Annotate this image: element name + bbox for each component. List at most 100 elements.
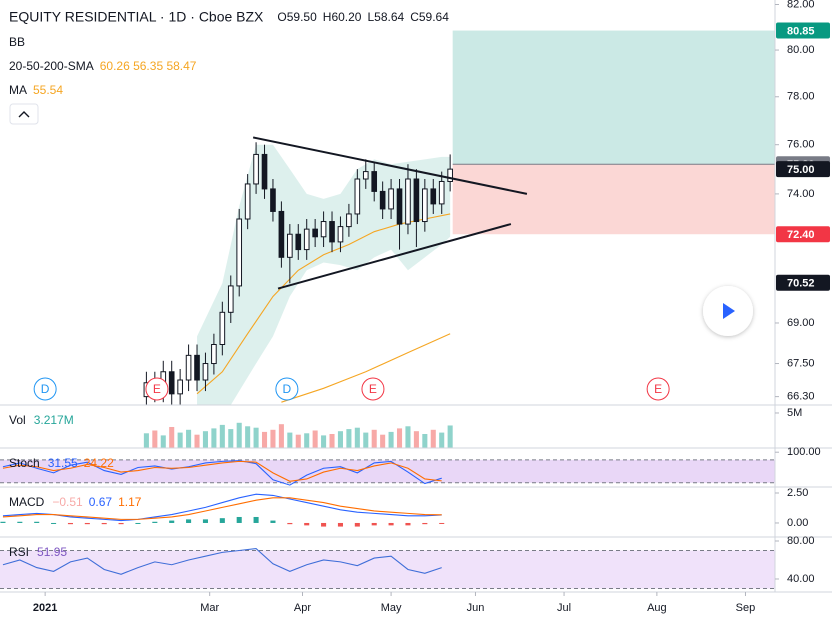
event-label: E bbox=[654, 382, 662, 396]
event-label: D bbox=[41, 382, 50, 396]
macd-histogram bbox=[0, 521, 6, 523]
pane-label: Vol bbox=[9, 413, 26, 427]
price-label: 70.52 bbox=[787, 278, 815, 290]
legend-text: BB bbox=[9, 35, 25, 49]
volume-bar bbox=[278, 424, 284, 448]
volume-bar bbox=[422, 433, 428, 448]
y-tick-label: 67.50 bbox=[787, 357, 815, 369]
pane-label: MACD bbox=[9, 495, 45, 509]
price-label-box bbox=[776, 161, 830, 178]
play-button[interactable] bbox=[703, 286, 753, 336]
candle-body bbox=[379, 190, 386, 210]
x-tick-label: Sep bbox=[736, 602, 756, 614]
legend-text: MA bbox=[9, 83, 27, 97]
y-tick-label: 76.00 bbox=[787, 139, 815, 151]
pane-legend-value: 24.22 bbox=[84, 456, 114, 470]
event-label: E bbox=[369, 382, 377, 396]
x-tick-label: Aug bbox=[647, 602, 667, 614]
macd-histogram bbox=[270, 520, 276, 523]
pane-legend-value: 1.17 bbox=[118, 495, 142, 509]
volume-bar bbox=[228, 429, 234, 448]
volume-bar bbox=[270, 429, 276, 448]
macd-histogram bbox=[219, 518, 225, 523]
volume-bar bbox=[236, 422, 242, 448]
volume-bar bbox=[152, 430, 158, 448]
y-tick-label: 40.00 bbox=[787, 573, 815, 585]
volume-bar bbox=[363, 432, 369, 448]
y-tick-label: 66.30 bbox=[787, 391, 815, 403]
volume-bar bbox=[143, 433, 149, 448]
candle-body bbox=[405, 178, 411, 225]
legend-text: 60.26 56.35 58.47 bbox=[100, 59, 197, 73]
volume-bar bbox=[413, 431, 419, 448]
event-marker bbox=[145, 377, 169, 401]
y-tick-label: 74.00 bbox=[787, 188, 815, 200]
pane-legend-value: −0.51 bbox=[52, 495, 83, 509]
candle-body bbox=[303, 228, 310, 251]
collapse-button[interactable] bbox=[9, 103, 39, 125]
macd-histogram bbox=[405, 522, 411, 526]
volume-bar bbox=[304, 433, 310, 448]
volume-bar bbox=[430, 429, 436, 448]
volume-bar bbox=[329, 433, 335, 448]
macd-histogram bbox=[371, 522, 377, 526]
candle-body bbox=[295, 233, 302, 251]
profit-zone bbox=[452, 30, 775, 165]
macd-histogram bbox=[118, 522, 124, 525]
candle-body bbox=[211, 343, 217, 365]
volume-bar bbox=[371, 429, 377, 448]
candle-body bbox=[354, 178, 361, 215]
event-marker bbox=[361, 377, 385, 401]
volume-bar bbox=[287, 432, 293, 448]
x-tick-label: Apr bbox=[294, 602, 311, 614]
macd-histogram bbox=[152, 521, 158, 523]
event-marker bbox=[33, 377, 57, 401]
candle-body bbox=[396, 188, 403, 225]
trendline bbox=[277, 223, 512, 290]
candle-body bbox=[413, 178, 420, 223]
macd-histogram bbox=[67, 522, 73, 525]
candle-body bbox=[278, 210, 285, 258]
candle-body bbox=[422, 188, 428, 223]
volume-bar bbox=[202, 431, 208, 448]
pane-label: RSI bbox=[9, 545, 29, 559]
candle-body bbox=[447, 168, 453, 182]
y-tick-label: 5M bbox=[787, 407, 802, 419]
volume-bar bbox=[380, 434, 386, 448]
price-label-box bbox=[776, 22, 830, 39]
candle-body bbox=[261, 153, 268, 190]
moving-average bbox=[281, 333, 451, 403]
volume-bar bbox=[388, 431, 394, 448]
legend-text: C59.64 bbox=[410, 10, 449, 24]
macd-histogram bbox=[17, 521, 23, 523]
candle-body bbox=[194, 354, 200, 381]
y-tick-label: 78.00 bbox=[787, 91, 815, 103]
x-tick-label: Jul bbox=[557, 602, 571, 614]
macd-histogram bbox=[337, 522, 343, 527]
macd-histogram bbox=[253, 516, 259, 523]
price-label-box bbox=[776, 226, 830, 243]
event-marker bbox=[646, 377, 670, 401]
pane-legend-value: 51.95 bbox=[37, 545, 67, 559]
candle-body bbox=[388, 188, 394, 210]
volume-bar bbox=[312, 430, 318, 448]
volume-bar bbox=[245, 426, 251, 448]
y-tick-label: 69.00 bbox=[787, 317, 815, 329]
volume-bar bbox=[211, 428, 217, 448]
candle-body bbox=[227, 285, 234, 313]
legend-text: EQUITY RESIDENTIAL · 1D · Cboe BZX bbox=[9, 9, 264, 25]
candle-body bbox=[244, 183, 251, 220]
macd-histogram bbox=[186, 519, 192, 523]
candle-body bbox=[202, 363, 209, 381]
volume-bar bbox=[194, 434, 200, 448]
macd-histogram bbox=[135, 522, 141, 524]
indicator-line bbox=[2, 460, 442, 482]
candle-body bbox=[177, 379, 183, 395]
candle-body bbox=[430, 188, 437, 205]
volume-bar bbox=[354, 427, 360, 448]
volume-bar bbox=[177, 432, 183, 448]
macd-histogram bbox=[304, 522, 310, 526]
candle-body bbox=[312, 228, 318, 238]
indicator-line bbox=[2, 548, 442, 575]
